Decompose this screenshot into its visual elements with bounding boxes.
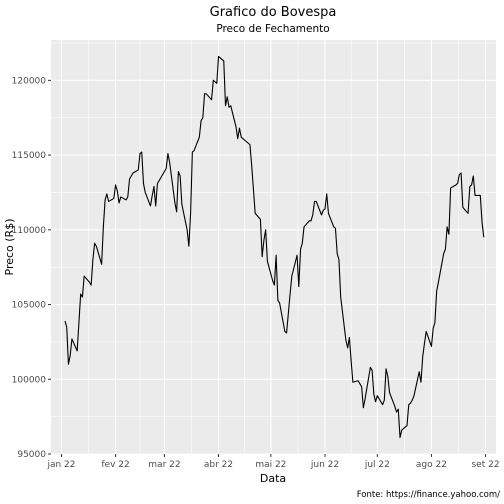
x-tick-label: mar 22 xyxy=(148,460,180,470)
source-caption: Fonte: https://finance.yahoo.com/ xyxy=(357,490,500,500)
x-tick-label: abr 22 xyxy=(204,460,233,470)
y-tick-label: 105000 xyxy=(12,301,47,311)
x-axis: jan 22 fev 22 mar 22 abr 22 mai 22 jun 22 jul … xyxy=(46,454,499,470)
x-axis-title: Data xyxy=(260,472,286,485)
x-tick-label: mai 22 xyxy=(255,460,286,470)
y-tick-label: 120000 xyxy=(12,76,47,86)
y-tick-label: 100000 xyxy=(12,375,47,385)
x-tick-label: jun 22 xyxy=(310,460,339,470)
y-axis: 95000 100000 105000 110000 115000 120000 xyxy=(12,76,51,460)
x-tick-label: jul 22 xyxy=(364,460,390,470)
x-tick-label: fev 22 xyxy=(101,460,129,470)
chart-subtitle: Preco de Fechamento xyxy=(216,23,329,35)
y-axis-title: Preco (R$) xyxy=(3,219,16,276)
y-tick-label: 95000 xyxy=(17,450,46,460)
x-tick-label: set 22 xyxy=(471,460,499,470)
plot-panel xyxy=(51,40,496,454)
y-tick-label: 110000 xyxy=(12,226,47,236)
x-tick-label: ago 22 xyxy=(416,460,447,470)
chart-title: Grafico do Bovespa xyxy=(210,5,337,20)
x-tick-label: jan 22 xyxy=(46,460,75,470)
y-tick-label: 115000 xyxy=(12,151,47,161)
